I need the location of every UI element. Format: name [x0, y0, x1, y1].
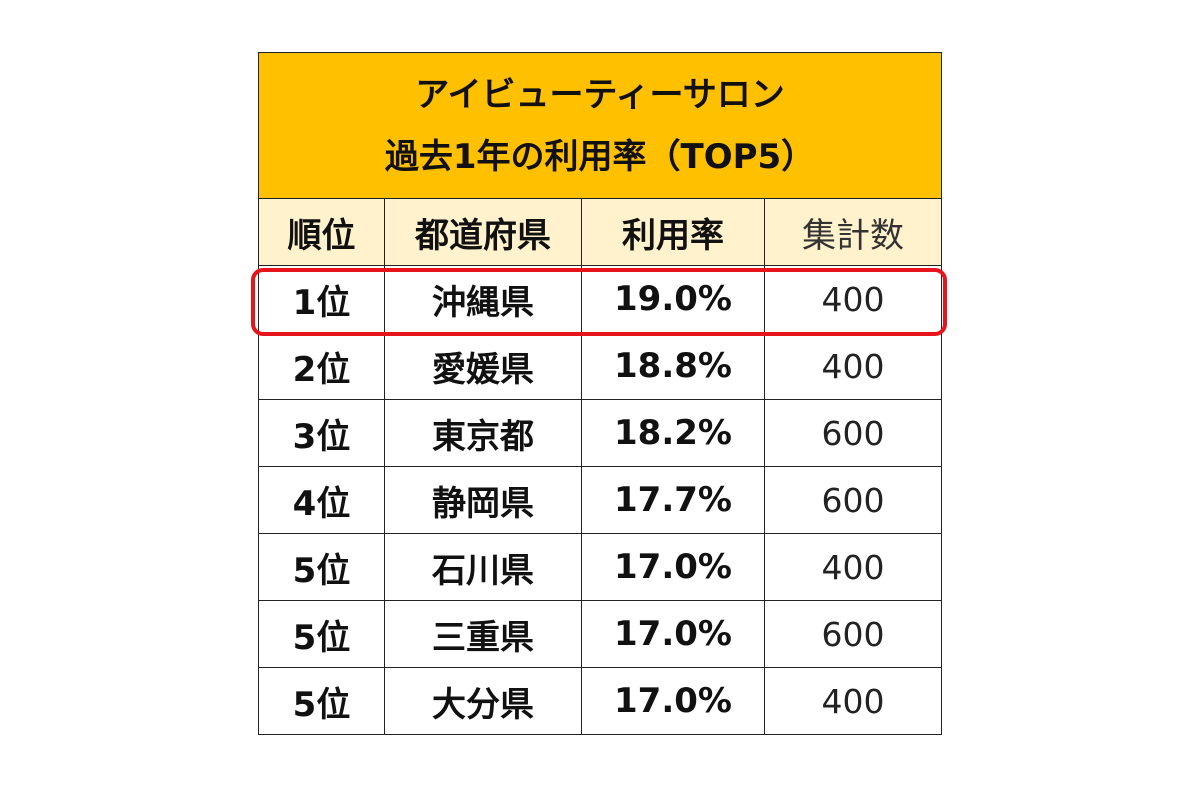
- rank-cell: 5位: [258, 533, 385, 601]
- prefecture-cell: 静岡県: [384, 466, 582, 534]
- count-cell: 400: [763, 332, 943, 400]
- table-row: 2位 愛媛県 18.8% 400: [258, 332, 943, 400]
- prefecture-cell: 沖縄県: [384, 265, 582, 333]
- rate-cell: 17.7%: [581, 466, 765, 534]
- count-cell: 400: [763, 533, 943, 601]
- rate-cell: 17.0%: [581, 667, 765, 735]
- count-cell: 600: [763, 600, 943, 668]
- prefecture-cell: 大分県: [384, 667, 582, 735]
- header-row: 順位 都道府県 利用率 集計数: [258, 198, 943, 266]
- table-row: 5位 石川県 17.0% 400: [258, 533, 943, 601]
- rank-cell: 5位: [258, 600, 385, 668]
- rate-cell: 17.0%: [581, 533, 765, 601]
- rank-cell: 2位: [258, 332, 385, 400]
- rate-cell: 18.8%: [581, 332, 765, 400]
- header-prefecture: 都道府県: [384, 198, 582, 266]
- table-row: 1位 沖縄県 19.0% 400: [258, 265, 943, 333]
- table-row: 5位 三重県 17.0% 600: [258, 600, 943, 668]
- table-row: 3位 東京都 18.2% 600: [258, 399, 943, 467]
- count-cell: 600: [763, 399, 943, 467]
- header-count: 集計数: [763, 198, 943, 266]
- table-row: 5位 大分県 17.0% 400: [258, 667, 943, 735]
- rate-cell: 17.0%: [581, 600, 765, 668]
- title-row: アイビューティーサロン 過去1年の利用率（TOP5）: [257, 52, 943, 199]
- rate-cell: 18.2%: [581, 399, 765, 467]
- header-rank: 順位: [258, 198, 385, 266]
- rate-cell: 19.0%: [581, 265, 765, 333]
- prefecture-cell: 東京都: [384, 399, 582, 467]
- count-cell: 400: [763, 265, 943, 333]
- prefecture-cell: 三重県: [384, 600, 582, 668]
- rank-cell: 1位: [258, 265, 385, 333]
- rank-cell: 3位: [258, 399, 385, 467]
- header-rate: 利用率: [581, 198, 765, 266]
- prefecture-cell: 石川県: [384, 533, 582, 601]
- table-title: アイビューティーサロン 過去1年の利用率（TOP5）: [257, 52, 943, 199]
- table-title-line2: 過去1年の利用率（TOP5）: [384, 136, 816, 177]
- table-row: 4位 静岡県 17.7% 600: [258, 466, 943, 534]
- count-cell: 400: [763, 667, 943, 735]
- ranking-table: アイビューティーサロン 過去1年の利用率（TOP5） 順位 都道府県 利用率 集…: [257, 52, 943, 735]
- prefecture-cell: 愛媛県: [384, 332, 582, 400]
- rank-cell: 4位: [258, 466, 385, 534]
- rank-cell: 5位: [258, 667, 385, 735]
- table-title-line1: アイビューティーサロン: [415, 74, 785, 115]
- count-cell: 600: [763, 466, 943, 534]
